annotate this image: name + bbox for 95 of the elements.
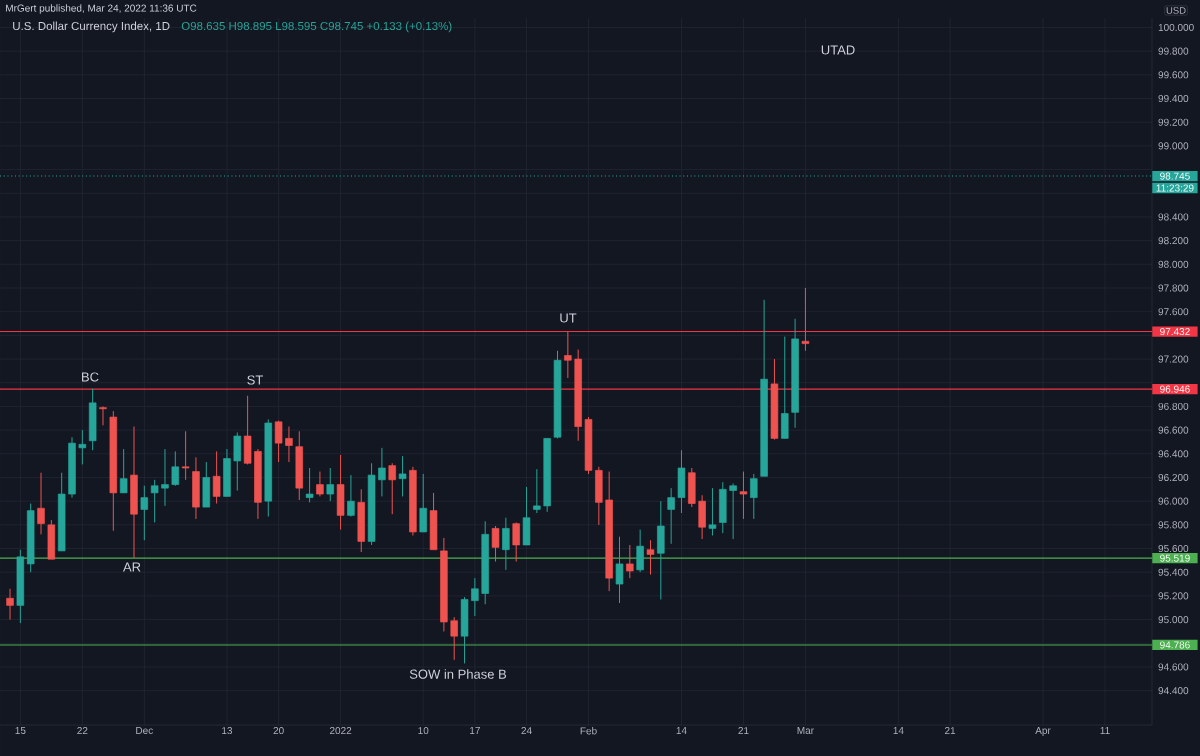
- y-tick-label: 97.800: [1158, 284, 1189, 292]
- candlestick: [388, 462, 396, 515]
- candlestick: [512, 521, 520, 563]
- y-tick-label: 95.200: [1158, 592, 1189, 600]
- candlestick: [739, 471, 748, 520]
- y-tick-label: 99.000: [1158, 142, 1189, 150]
- candlestick: [378, 447, 386, 497]
- y-tick-label: 94.600: [1158, 663, 1189, 671]
- candlestick: [305, 467, 314, 503]
- chart-subtitle: O98.635 H98.895 L98.595 C98.745 +0.133 (+0.13%): [181, 21, 452, 33]
- candlestick: [326, 467, 335, 502]
- candlestick: [171, 450, 180, 487]
- x-tick-label: Apr: [1035, 727, 1051, 736]
- y-tick-label: 99.600: [1158, 71, 1189, 79]
- ref-line-label: 98.745: [1160, 172, 1190, 180]
- annotation: BC: [82, 372, 99, 382]
- candlestick: [398, 455, 407, 497]
- candlestick: [161, 448, 169, 507]
- y-tick-label: 97.200: [1158, 355, 1189, 363]
- y-tick-label: 94.400: [1158, 687, 1189, 695]
- candlestick: [37, 472, 45, 535]
- ref-line-label: 96.946: [1160, 385, 1190, 393]
- candlestick: [533, 468, 541, 514]
- x-tick-label: 17: [470, 727, 480, 734]
- x-tick-label: 14: [676, 727, 687, 734]
- y-tick-label: 96.000: [1158, 497, 1189, 505]
- candlestick: [6, 588, 14, 621]
- candlestick: [150, 479, 159, 523]
- candlestick: [119, 448, 128, 494]
- chart-title: U.S. Dollar Currency Index, 1D: [13, 21, 170, 33]
- candlestick: [564, 331, 572, 379]
- y-tick-label: 96.800: [1158, 402, 1189, 410]
- candlestick: [708, 487, 717, 536]
- annotation: UTAD: [821, 45, 855, 55]
- candlestick: [491, 525, 500, 563]
- annotation: SOW in Phase B: [409, 669, 507, 679]
- y-tick-label: 98.200: [1158, 237, 1189, 245]
- x-tick-label: Dec: [136, 727, 153, 735]
- y-axis-title: USD: [1166, 7, 1186, 14]
- candlestick: [626, 544, 634, 579]
- candlestick: [729, 482, 737, 540]
- candlestick: [347, 474, 355, 518]
- text: MrGert published, Mar 24, 2022 11:36 UTC: [6, 4, 197, 14]
- y-tick-label: 100.000: [1158, 23, 1194, 31]
- candlestick: [471, 577, 479, 617]
- ref-line-label: 95.519: [1160, 554, 1190, 562]
- candlestick: [801, 287, 810, 352]
- x-tick-label: 15: [15, 727, 26, 735]
- ref-line-label: 94.786: [1160, 641, 1190, 649]
- x-tick-label: 21: [944, 727, 956, 735]
- y-tick-label: 98.400: [1158, 213, 1189, 221]
- candlestick: [419, 473, 427, 533]
- candlestick: [212, 450, 221, 505]
- candlestick: [636, 529, 644, 573]
- candlestick: [450, 616, 458, 661]
- y-tick-label: 96.600: [1158, 426, 1189, 434]
- candlestick: [78, 429, 87, 465]
- annotation: ST: [247, 375, 264, 385]
- x-tick-label: 2022: [329, 727, 352, 735]
- candlestick: [140, 485, 149, 541]
- candlestick: [99, 405, 107, 426]
- y-tick-label: 95.600: [1158, 544, 1189, 553]
- x-tick-label: 21: [738, 727, 749, 735]
- annotation: UT: [560, 313, 577, 323]
- candlestick: [285, 426, 293, 463]
- y-tick-label: 95.400: [1158, 568, 1189, 576]
- x-tick-label: 11: [1100, 727, 1110, 734]
- y-tick-label: 96.200: [1158, 473, 1189, 482]
- x-tick-label: 22: [77, 727, 88, 735]
- candlestick: [750, 473, 758, 520]
- x-tick-label: 10: [418, 727, 429, 735]
- y-tick-label: 98.000: [1158, 260, 1189, 268]
- text: 11:23:29: [1156, 184, 1194, 192]
- x-tick-label: 24: [521, 727, 532, 735]
- y-tick-label: 99.200: [1158, 118, 1189, 126]
- candlestick: [667, 487, 675, 545]
- x-tick-label: 14: [893, 727, 904, 734]
- x-tick-label: 13: [222, 727, 233, 735]
- y-tick-label: 95.800: [1158, 521, 1189, 529]
- y-tick-label: 96.400: [1158, 450, 1189, 458]
- x-tick-label: Feb: [580, 727, 597, 735]
- y-tick-label: 95.000: [1158, 616, 1189, 624]
- x-tick-label: Mar: [797, 727, 814, 735]
- x-tick-label: 20: [273, 727, 284, 735]
- candlestick: [316, 471, 324, 497]
- annotation: AR: [123, 562, 141, 572]
- candlestick: [274, 420, 283, 463]
- y-tick-label: 99.800: [1158, 47, 1189, 55]
- candlestick: [181, 430, 190, 481]
- y-tick-label: 99.400: [1158, 94, 1189, 103]
- ref-line-label: 97.432: [1160, 328, 1190, 336]
- candlestick: [502, 517, 510, 571]
- candlestick: [646, 539, 655, 576]
- y-tick-label: 97.600: [1158, 308, 1189, 316]
- candlestick: [615, 536, 624, 604]
